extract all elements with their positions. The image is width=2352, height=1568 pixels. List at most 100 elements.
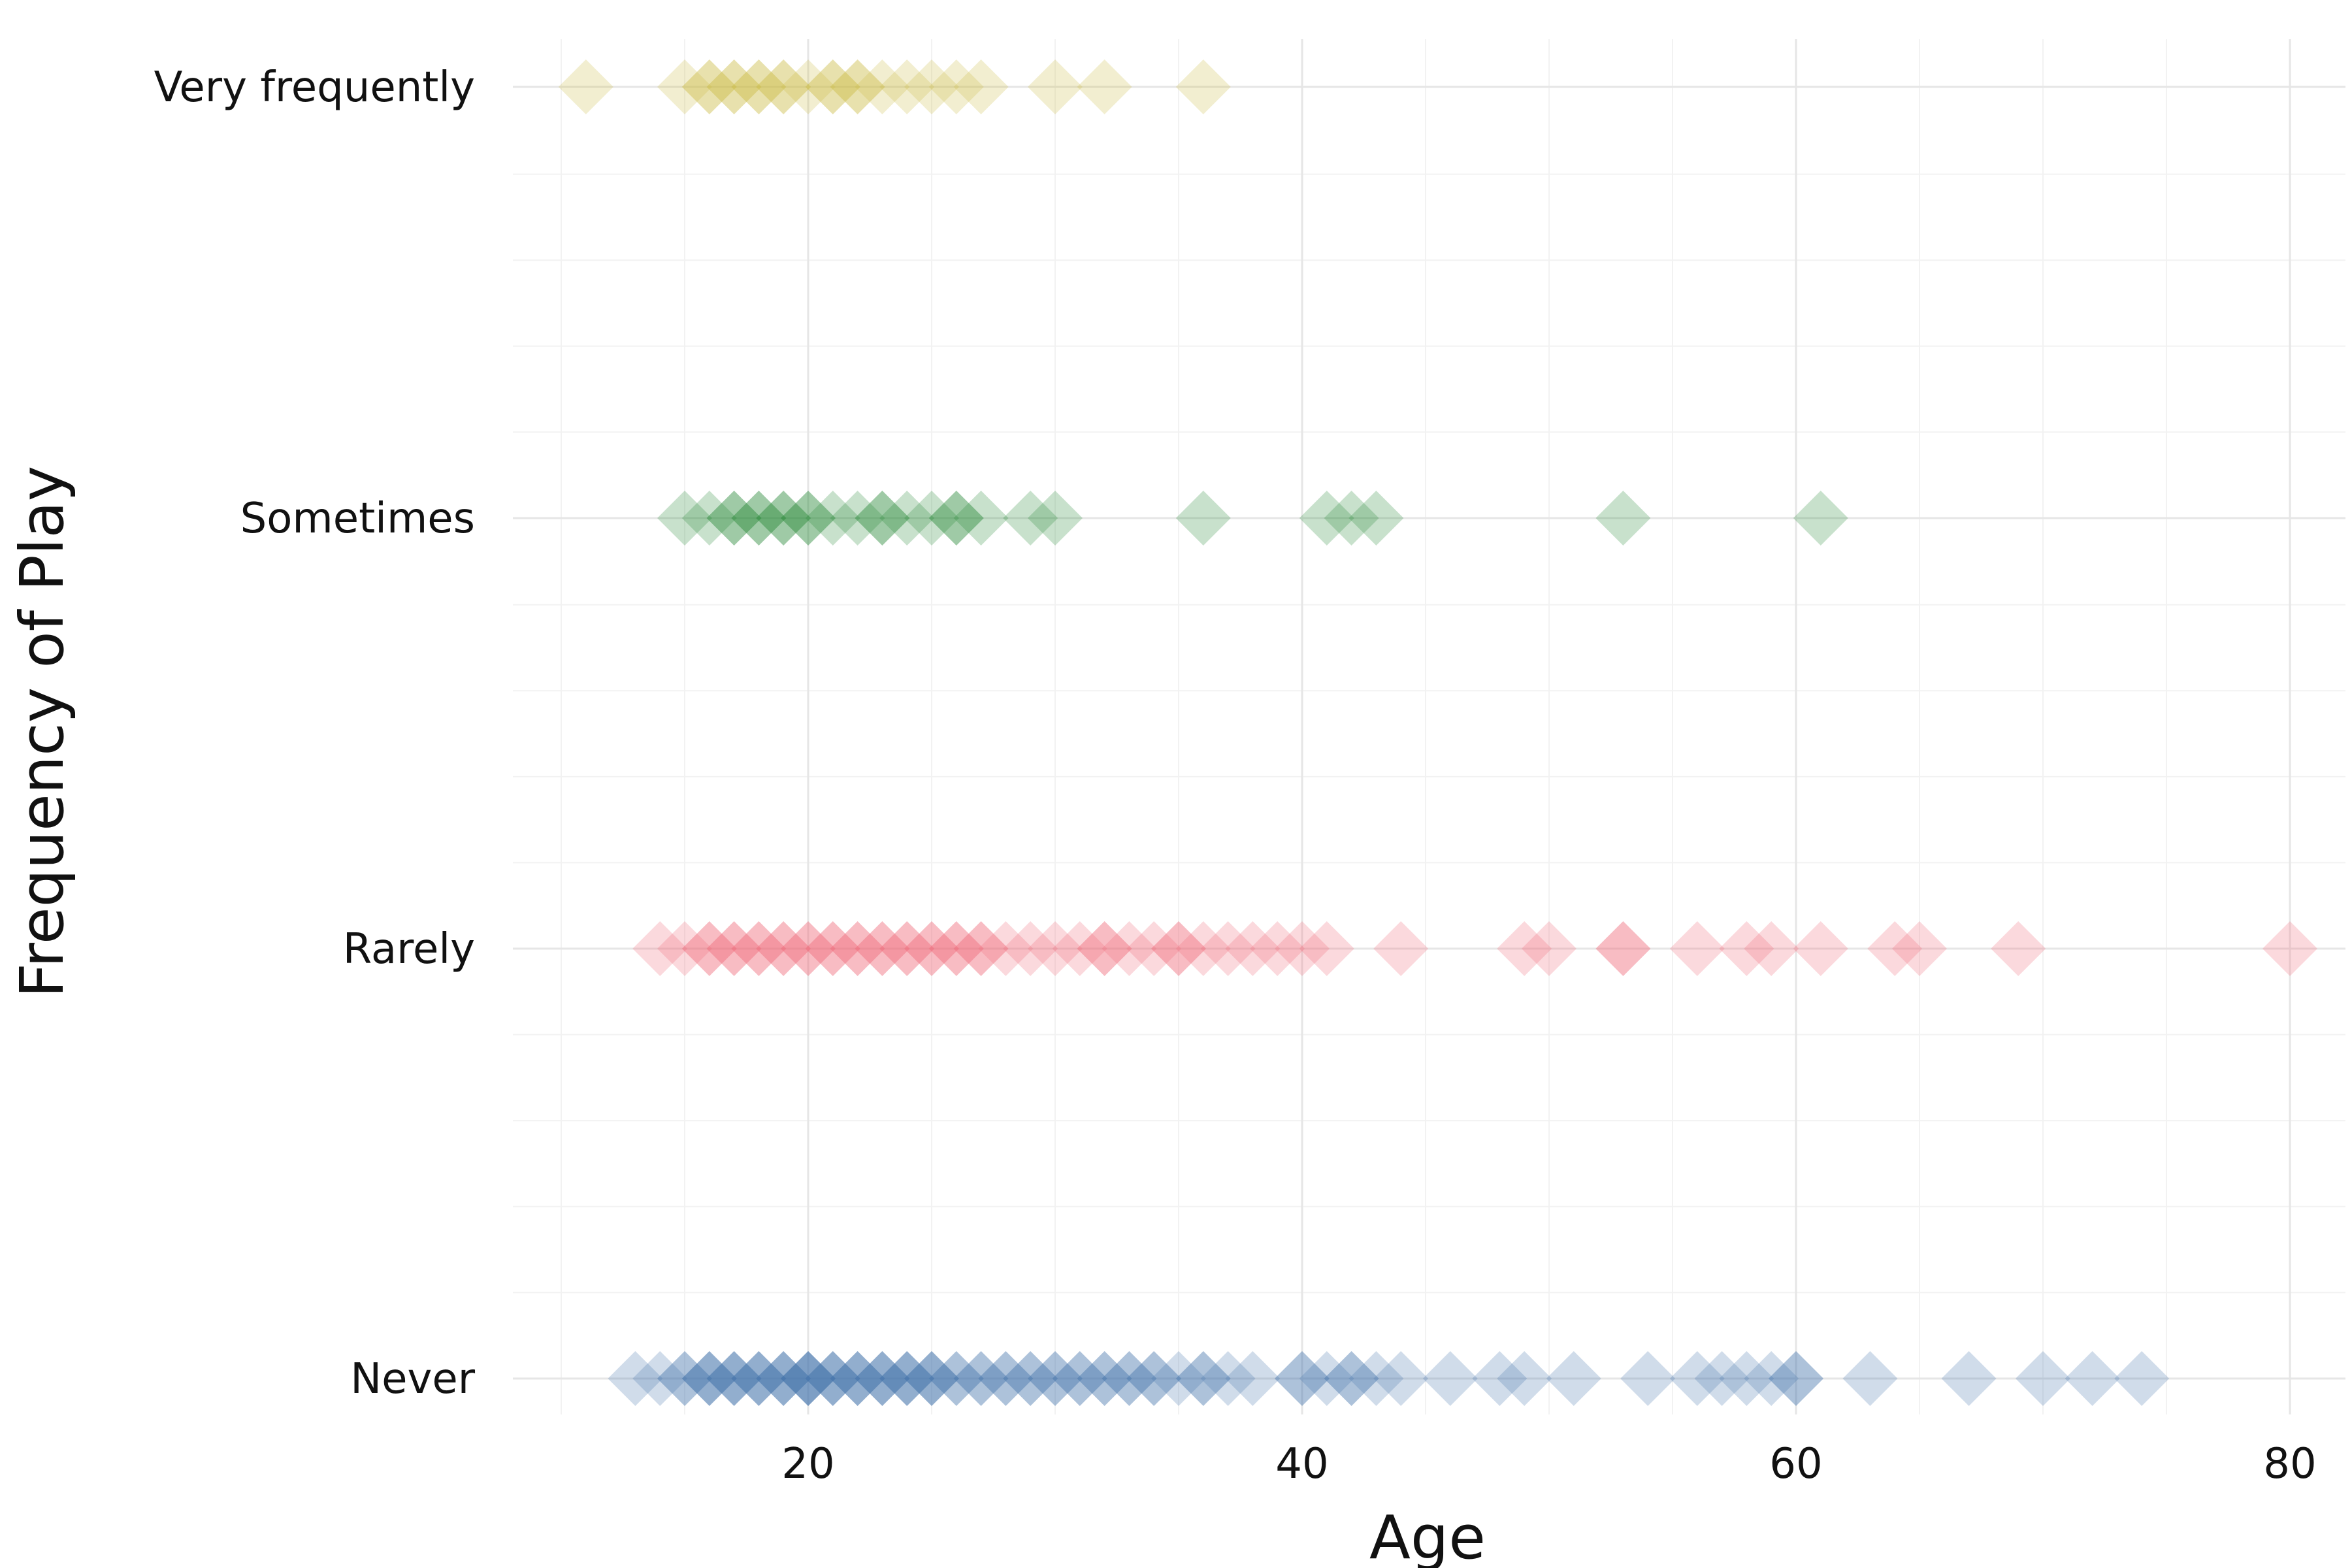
data-point-never <box>1126 1351 1182 1406</box>
data-point-sometimes <box>731 491 787 546</box>
data-point-never <box>1028 1351 1083 1406</box>
data-point-never <box>706 1351 762 1406</box>
data-point-very-frequently <box>706 59 762 114</box>
data-point-sometimes <box>1324 491 1379 546</box>
data-point-rarely <box>928 921 984 976</box>
data-point-rarely <box>657 921 712 976</box>
y-tick-label: Very frequently <box>154 63 475 112</box>
data-point-rarely <box>879 921 935 976</box>
data-point-rarely <box>879 921 935 976</box>
data-point-never <box>1102 1351 1157 1406</box>
data-point-rarely <box>1175 921 1231 976</box>
y-tick-label: Rarely <box>343 925 475 973</box>
x-tick-label: 20 <box>781 1440 834 1488</box>
data-point-never <box>632 1351 688 1406</box>
data-point-never <box>830 1351 885 1406</box>
data-point-never <box>928 1351 984 1406</box>
data-point-never <box>681 1351 737 1406</box>
data-point-rarely <box>904 921 959 976</box>
data-point-rarely <box>978 921 1034 976</box>
data-point-never <box>855 1351 910 1406</box>
data-point-rarely <box>1373 921 1429 976</box>
data-point-sometimes <box>756 491 811 546</box>
y-axis-title: Frequency of Play <box>7 466 77 998</box>
data-point-never <box>657 1351 712 1406</box>
data-point-very-frequently <box>830 59 885 114</box>
data-point-sometimes <box>781 491 836 546</box>
axis-ticks: 20 40 60 80 Never Rarely Sometimes Very frequen… <box>154 63 2317 1488</box>
data-point-never <box>1324 1351 1379 1406</box>
data-point-never <box>1102 1351 1157 1406</box>
data-point-very-frequently <box>657 59 712 114</box>
data-point-rarely <box>756 921 811 976</box>
data-point-rarely <box>1497 921 1552 976</box>
data-point-never <box>1669 1351 1725 1406</box>
data-point-sometimes <box>830 491 885 546</box>
data-point-rarely <box>953 921 1009 976</box>
data-point-never <box>1151 1351 1206 1406</box>
data-point-sometimes <box>1348 491 1404 546</box>
data-point-rarely <box>1052 921 1107 976</box>
data-point-never <box>681 1351 737 1406</box>
data-point-never <box>1472 1351 1527 1406</box>
data-point-very-frequently <box>805 59 860 114</box>
data-point-rarely <box>1991 921 2046 976</box>
data-point-never <box>1941 1351 1997 1406</box>
data-point-very-frequently <box>904 59 959 114</box>
data-point-never <box>2114 1351 2170 1406</box>
data-point-never <box>978 1351 1034 1406</box>
data-point-very-frequently <box>731 59 787 114</box>
x-axis-title: Age <box>1369 1503 1486 1568</box>
data-point-rarely <box>731 921 787 976</box>
data-point-sometimes <box>1028 491 1083 546</box>
data-point-never <box>1126 1351 1182 1406</box>
data-point-sometimes <box>706 491 762 546</box>
data-point-never <box>1842 1351 1898 1406</box>
data-point-rarely <box>1225 921 1281 976</box>
data-point-rarely <box>1151 921 1206 976</box>
data-point-rarely <box>1028 921 1083 976</box>
data-point-never <box>756 1351 811 1406</box>
data-point-never <box>1225 1351 1281 1406</box>
data-point-rarely <box>904 921 959 976</box>
data-point-rarely <box>706 921 762 976</box>
data-point-very-frequently <box>1175 59 1231 114</box>
data-point-rarely <box>1299 921 1354 976</box>
data-point-never <box>904 1351 959 1406</box>
data-point-never <box>1497 1351 1552 1406</box>
data-point-very-frequently <box>805 59 860 114</box>
data-point-never <box>1175 1351 1231 1406</box>
data-point-never <box>781 1351 836 1406</box>
data-point-never <box>2016 1351 2070 1406</box>
data-point-never <box>781 1351 836 1406</box>
data-point-never <box>904 1351 959 1406</box>
data-point-sometimes <box>1595 491 1651 546</box>
data-point-rarely <box>1250 921 1305 976</box>
data-point-rarely <box>855 921 910 976</box>
data-point-rarely <box>1003 921 1058 976</box>
data-point-never <box>1299 1351 1354 1406</box>
data-point-rarely <box>855 921 910 976</box>
data-point-never <box>756 1351 811 1406</box>
y-tick-label: Sometimes <box>240 495 475 543</box>
data-point-rarely <box>632 921 688 976</box>
data-point-sometimes <box>706 491 762 546</box>
data-point-never <box>1077 1351 1132 1406</box>
data-point-never <box>657 1351 712 1406</box>
data-point-sometimes <box>1003 491 1058 546</box>
data-point-very-frequently <box>781 59 836 114</box>
data-point-never <box>1719 1351 1774 1406</box>
data-point-never <box>731 1351 787 1406</box>
data-point-never <box>928 1351 984 1406</box>
data-point-never <box>953 1351 1009 1406</box>
data-point-rarely <box>805 921 860 976</box>
data-point-never <box>1028 1351 1083 1406</box>
data-point-never <box>1694 1351 1750 1406</box>
data-point-rarely <box>1744 921 1799 976</box>
data-point-very-frequently <box>879 59 935 114</box>
data-point-never <box>681 1351 737 1406</box>
data-point-rarely <box>706 921 762 976</box>
data-point-never <box>1275 1351 1330 1406</box>
data-point-sometimes <box>805 491 860 546</box>
data-point-never <box>1324 1351 1379 1406</box>
